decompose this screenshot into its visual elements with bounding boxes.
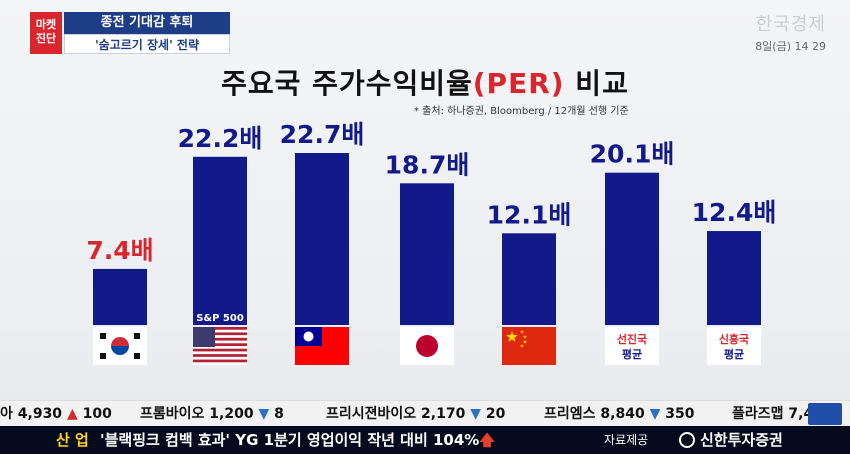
ticker-item: 아 4,930 ▲ 100 (0, 401, 112, 426)
svg-text:신흥국: 신흥국 (719, 332, 749, 346)
ticker-name: 플라즈맵 (732, 406, 784, 422)
topic-box: 종전 기대감 후퇴 '숨고르기 장세' 전략 (64, 12, 230, 54)
broadcaster-logo: 한국경제 (755, 14, 826, 35)
chart-source: * 출처: 하나증권, Bloomberg / 12개월 선행 기준 (414, 106, 629, 117)
ticker-change: 8 (274, 406, 284, 422)
bar-value-label: 12.1배 (487, 200, 572, 229)
bar (193, 156, 247, 325)
svg-text:평균: 평균 (724, 347, 744, 361)
ticker-price: 2,170 (421, 406, 466, 422)
bar (295, 153, 349, 325)
bar-value-label: 7.4배 (86, 236, 153, 265)
usa-flag-icon: S&P 500 (193, 313, 247, 365)
channel-watermark-icon (808, 403, 842, 425)
ticker-price: 8,840 (600, 406, 645, 422)
market-diagnosis-badge: 마켓 진단 (30, 12, 62, 54)
south-korea-flag-icon (93, 327, 147, 365)
sponsor-name: 신한투자증권 (676, 426, 783, 454)
bar (707, 231, 761, 325)
ticker-price: 4,930 (17, 406, 63, 422)
ticker-change: 20 (485, 406, 506, 422)
chart-title-highlight: (PER) (472, 67, 565, 100)
taiwan-flag-icon (295, 327, 349, 365)
stock-ticker: 아 4,930 ▲ 100 프롬바이오 1,200 ▼ 8 프리시젼바이오 2,… (0, 400, 850, 426)
bar-value-label: 12.4배 (692, 198, 777, 227)
ticker-item: 프리엠스 8,840 ▼ 350 (544, 401, 694, 426)
ticker-name: 프롬바이오 (140, 406, 205, 422)
up-triangle-icon: ▲ (66, 406, 78, 422)
ticker-item: 프롬바이오 1,200 ▼ 8 (140, 401, 284, 426)
ticker-change: 100 (82, 406, 112, 422)
svg-text:평균: 평균 (622, 347, 642, 361)
news-category: 산 업 (56, 431, 89, 449)
sponsor-logo-icon (679, 432, 695, 448)
bar-value-label: 22.2배 (178, 124, 263, 153)
news-headline-text: '블랙핑크 컴백 효과' YG 1분기 영업이익 작년 대비 104% (100, 431, 480, 449)
ticker-name: 프리시젼바이오 (326, 406, 417, 422)
bar (93, 268, 147, 325)
down-triangle-icon: ▼ (470, 406, 481, 422)
sponsor-name-text: 신한투자증권 (700, 431, 783, 449)
ticker-item: 프리시젼바이오 2,170 ▼ 20 (326, 401, 505, 426)
bar (605, 172, 659, 325)
news-headline: '블랙핑크 컴백 효과' YG 1분기 영업이익 작년 대비 104%🡅 (100, 426, 495, 454)
chart-title-tail: 비교 (564, 67, 629, 100)
data-credit: 자료제공 (604, 433, 649, 447)
badge-text: 마켓 진단 (35, 18, 57, 45)
china-flag-icon (502, 327, 556, 365)
bar (502, 233, 556, 325)
down-triangle-icon: ▼ (649, 406, 661, 422)
bar-value-label: 20.1배 (590, 140, 675, 169)
news-crawl-bar: 산 업 '블랙핑크 컴백 효과' YG 1분기 영업이익 작년 대비 104%🡅… (0, 426, 850, 454)
svg-text:S&P 500: S&P 500 (196, 313, 244, 324)
bar-value-label: 18.7배 (385, 150, 470, 179)
bar-value-label: 22.7배 (280, 120, 365, 149)
topic-line-1: 종전 기대감 후퇴 (64, 12, 230, 34)
japan-flag-icon (400, 327, 454, 365)
bar (400, 183, 454, 325)
chart-title-main: 주요국 주가수익비율 (221, 67, 473, 100)
ticker-name: 아 (0, 406, 13, 422)
broadcast-datetime: 8일(금) 14 29 (755, 40, 826, 53)
topic-line-2: '숨고르기 장세' 전략 (64, 34, 230, 54)
ticker-change: 350 (665, 406, 695, 422)
svg-text:선진국: 선진국 (617, 332, 647, 346)
ticker-name: 프리엠스 (544, 406, 596, 422)
up-arrow-icon: 🡅 (479, 431, 495, 449)
down-triangle-icon: ▼ (258, 406, 270, 422)
ticker-price: 1,200 (209, 406, 254, 422)
chart-title: 주요국 주가수익비율(PER) 비교 (0, 62, 850, 102)
